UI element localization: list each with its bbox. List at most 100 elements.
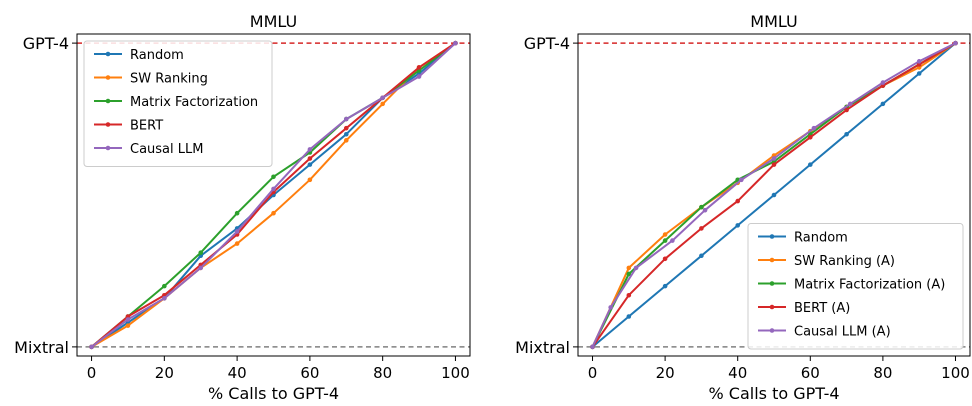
legend-marker	[105, 122, 111, 127]
x-tick-label: 20	[656, 364, 675, 382]
data-point	[626, 314, 632, 319]
legend-marker	[105, 51, 111, 57]
data-point	[125, 323, 131, 328]
legend-label: Random	[794, 231, 848, 246]
legend-marker	[105, 98, 111, 104]
chart-title: MMLU	[750, 12, 797, 31]
data-point	[198, 265, 204, 271]
data-point	[343, 116, 349, 122]
legend-marker	[105, 145, 111, 151]
data-point	[771, 156, 777, 161]
legend-item: BERT	[94, 119, 163, 134]
x-tick-label: 40	[228, 364, 247, 382]
legend-marker	[769, 304, 775, 310]
data-point	[880, 101, 886, 107]
y-tick-label: Mixtral	[515, 338, 570, 357]
legend-marker	[769, 281, 775, 286]
x-tick-label: 100	[941, 364, 970, 382]
data-point	[916, 59, 922, 64]
data-point	[271, 186, 276, 192]
data-point	[771, 192, 777, 198]
legend-label: Matrix Factorization (A)	[794, 278, 945, 293]
legend-label: BERT	[130, 119, 163, 134]
data-point	[626, 271, 632, 277]
data-point	[662, 256, 668, 262]
data-point	[626, 265, 632, 271]
data-point	[626, 292, 632, 298]
legend: Random SW Ranking (A) Matrix Factorization…	[747, 223, 964, 350]
chart-1: MMLU 0 20 40 60 80 100 Mixtral GPT-4 % Calls to G…	[14, 12, 471, 403]
data-point	[343, 131, 349, 137]
data-point	[343, 138, 349, 143]
chart-2: MMLU 0 20 40 60 80 100 Mixtral GPT-4 % Calls to G…	[515, 12, 971, 403]
data-point	[739, 177, 744, 183]
x-tick-label: 60	[300, 364, 319, 382]
legend-label: BERT (A)	[794, 301, 850, 316]
data-point	[807, 134, 813, 140]
data-point	[234, 229, 240, 234]
data-point	[271, 174, 276, 180]
data-point	[702, 207, 708, 213]
plot-frame	[76, 33, 471, 357]
legend-label: Causal LLM (A)	[794, 325, 891, 340]
y-tick-label: Mixtral	[14, 338, 69, 357]
data-point	[811, 125, 817, 131]
legend-item: Random	[94, 48, 184, 63]
y-tick-label: GPT-4	[23, 34, 69, 53]
data-point	[453, 40, 458, 46]
legend-label: Random	[130, 48, 184, 63]
x-tick-label: 100	[441, 364, 470, 382]
legend-box	[83, 40, 273, 167]
data-point	[416, 74, 422, 79]
data-point	[699, 204, 704, 210]
legend-item: Matrix Factorization (A)	[758, 278, 945, 293]
data-point	[380, 95, 385, 101]
legend-item: Causal LLM (A)	[758, 325, 891, 340]
data-point	[307, 177, 313, 183]
data-point	[844, 131, 849, 137]
data-point	[198, 250, 204, 256]
data-point	[633, 265, 639, 271]
legend-label: Matrix Factorization	[130, 95, 258, 110]
x-tick-label: 80	[873, 364, 892, 382]
series-line-5	[591, 42, 956, 348]
data-point	[234, 241, 240, 246]
legend-marker	[769, 257, 775, 263]
y-tick-label: GPT-4	[524, 34, 570, 53]
legend-item: BERT (A)	[758, 301, 850, 316]
x-axis-label: % Calls to GPT-4	[708, 384, 839, 403]
data-point	[608, 305, 613, 310]
legend: Random SW Ranking Matrix Factorization BERT…	[83, 40, 273, 167]
data-point	[699, 253, 704, 259]
data-point	[735, 223, 741, 228]
data-point	[271, 210, 276, 216]
legend-item: Random	[758, 231, 848, 246]
data-point	[916, 71, 922, 76]
data-point	[880, 80, 886, 85]
plot-frame	[577, 33, 971, 357]
legend-label: SW Ranking (A)	[794, 254, 895, 269]
data-point	[125, 317, 131, 322]
x-tick-label: 20	[155, 364, 174, 382]
legend-item: SW Ranking (A)	[758, 254, 895, 269]
data-point	[234, 210, 240, 216]
data-point	[670, 238, 675, 243]
data-point	[847, 101, 853, 107]
x-tick-label: 40	[728, 364, 747, 382]
legend-marker	[769, 328, 775, 333]
legend-item: Causal LLM	[94, 142, 203, 157]
data-point	[416, 65, 422, 70]
x-tick-label: 0	[87, 364, 97, 382]
x-tick-label: 60	[801, 364, 820, 382]
data-point	[771, 162, 777, 167]
data-point	[807, 162, 813, 167]
legend-item: Matrix Factorization	[94, 95, 258, 110]
data-point	[662, 232, 668, 237]
x-axis-label: % Calls to GPT-4	[208, 384, 339, 403]
data-point	[662, 238, 668, 243]
legend-marker	[769, 234, 775, 239]
x-tick-label: 80	[373, 364, 392, 382]
data-point	[590, 344, 595, 350]
chart-title: MMLU	[250, 12, 297, 31]
